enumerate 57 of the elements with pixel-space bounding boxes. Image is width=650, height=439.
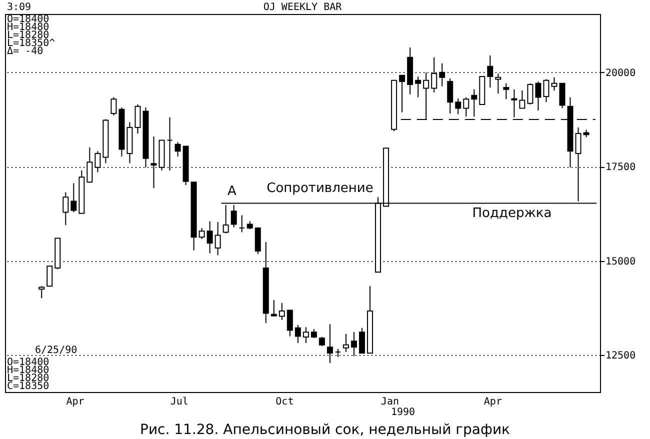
candlestick xyxy=(294,324,301,344)
annotation: Сопротивление xyxy=(266,181,374,196)
candlestick xyxy=(278,302,285,321)
candlestick xyxy=(527,82,534,105)
candlestick xyxy=(254,226,261,255)
candlestick xyxy=(286,310,293,337)
candlestick xyxy=(318,336,325,347)
text: 3:09 xyxy=(7,2,32,13)
annotation: A xyxy=(228,184,237,199)
x-tick-label: Jul xyxy=(170,396,188,408)
candlestick xyxy=(503,82,510,100)
annotation: 6/25/90 xyxy=(35,345,78,356)
y-tick-label: 12500 xyxy=(606,350,636,362)
candlestick xyxy=(495,73,502,94)
y-tick-label: 20000 xyxy=(606,68,636,79)
candlestick xyxy=(94,150,101,173)
text: 1990 xyxy=(391,407,416,418)
candlestick xyxy=(455,98,462,115)
candlestick xyxy=(310,328,317,339)
candlestick xyxy=(535,80,542,111)
candlestick xyxy=(70,182,77,213)
candlestick xyxy=(214,222,221,256)
candlestick xyxy=(62,192,69,226)
candlestick xyxy=(519,90,526,109)
candlestick xyxy=(198,228,205,240)
candlestick xyxy=(302,326,309,344)
candlestick xyxy=(543,78,550,103)
candlestick xyxy=(270,300,277,317)
candlestick xyxy=(551,76,558,92)
x-tick-label: Jan xyxy=(380,396,399,408)
annotation: Δ= -40 xyxy=(7,46,44,57)
candlestick xyxy=(439,62,446,87)
candlestick xyxy=(399,74,406,113)
candlestick xyxy=(447,78,454,114)
candlestick xyxy=(487,54,494,88)
candlestick xyxy=(206,220,213,254)
x-tick-label: Oct xyxy=(276,396,294,408)
x-tick-label: Apr xyxy=(66,396,84,408)
annotation: Поддержка xyxy=(472,206,552,221)
candlestick xyxy=(471,88,478,118)
candlestick xyxy=(415,76,422,98)
candlestick xyxy=(46,266,53,287)
candlestick xyxy=(174,142,181,157)
candlestick xyxy=(463,96,470,118)
candlestick xyxy=(342,333,349,353)
candlestick xyxy=(238,214,245,233)
text: Рис. 11.28. Апельсиновый сок, недельный график xyxy=(140,422,510,438)
chart-title: OJ WEEKLY BAR xyxy=(263,2,343,13)
candlestick xyxy=(134,104,141,134)
candlestick xyxy=(110,96,117,116)
x-tick-label: Apr xyxy=(484,396,502,408)
candlestick xyxy=(559,82,566,109)
y-tick-label: 17500 xyxy=(606,162,636,174)
candlestick xyxy=(38,286,45,299)
y-tick-label: 15000 xyxy=(606,256,636,268)
annotation: C=18350 xyxy=(7,381,50,392)
candlestick xyxy=(86,146,93,183)
